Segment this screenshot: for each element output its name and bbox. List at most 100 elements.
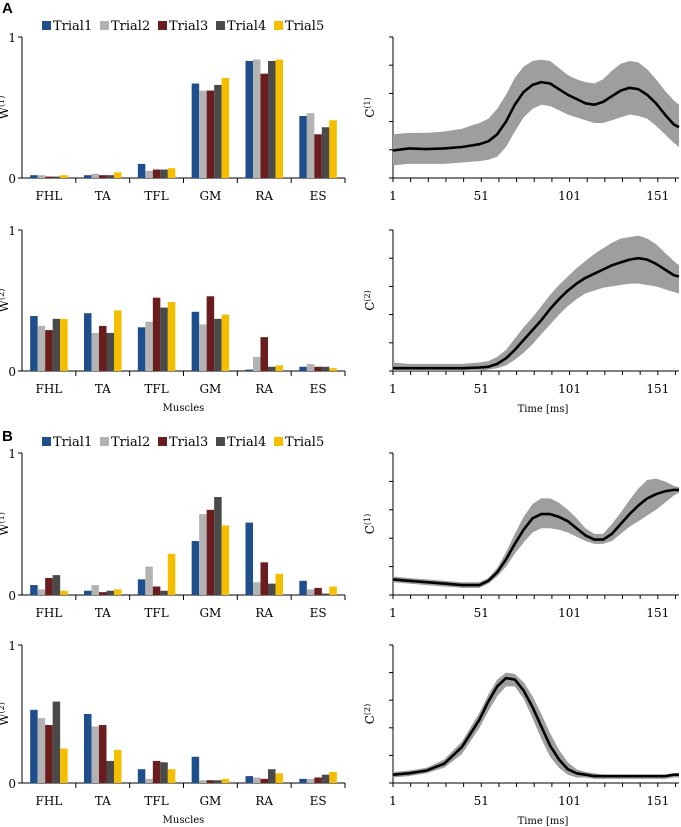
bar-trial4-ra bbox=[268, 583, 276, 595]
x-tick-label-ra: RA bbox=[255, 189, 273, 203]
bar-trial1-es bbox=[299, 778, 307, 783]
bar-trial4-tfl bbox=[160, 169, 168, 178]
bar-trial4-ta bbox=[106, 332, 114, 371]
legend-swatch-trial5 bbox=[274, 21, 283, 30]
y-tick-label-bottom: 0 bbox=[8, 589, 16, 603]
x-tick-label-fhl: FHL bbox=[36, 794, 63, 808]
bar-trial1-ta bbox=[84, 175, 92, 178]
x-tick-label-101: 101 bbox=[558, 794, 581, 808]
bar-trial4-es bbox=[321, 774, 330, 783]
y-tick-label-top: 1 bbox=[8, 224, 16, 238]
bar-trial5-fhl bbox=[60, 175, 68, 178]
x-tick-label-ta: TA bbox=[95, 189, 111, 203]
bar-trial3-ra bbox=[260, 337, 268, 371]
y-axis-label-main: W bbox=[0, 523, 11, 536]
charts-layer: 10W(1)FHLTATFLGMRAESTrial1Trial2Trial3Tr… bbox=[0, 19, 680, 827]
bar-trial5-ra bbox=[275, 59, 283, 179]
x-tick-label-ra: RA bbox=[255, 606, 273, 620]
legend-label-trial1: Trial1 bbox=[53, 19, 92, 34]
legend-swatch-trial1 bbox=[42, 437, 51, 446]
x-tick-label-ra: RA bbox=[255, 382, 273, 396]
bar-trial3-gm bbox=[206, 780, 215, 783]
y-axis-label-sup: (1) bbox=[363, 514, 372, 525]
bar-trial5-es bbox=[329, 771, 337, 783]
x-tick-label-151: 151 bbox=[646, 382, 669, 396]
bar-trial2-ta bbox=[91, 726, 99, 783]
bar-trial1-ta bbox=[84, 590, 92, 595]
bar-trial5-tfl bbox=[167, 168, 176, 178]
y-axis-label-sup: (2) bbox=[363, 290, 372, 301]
bar-trial3-gm bbox=[206, 509, 215, 595]
mean-line bbox=[392, 488, 679, 587]
bar-trial1-gm bbox=[191, 541, 200, 595]
x-tick-label-51: 51 bbox=[474, 606, 489, 620]
legend-swatch-trial4 bbox=[216, 437, 225, 446]
bar-trial3-gm bbox=[206, 90, 215, 178]
bar-trial5-gm bbox=[221, 77, 230, 178]
panel-letter-b: B bbox=[2, 428, 13, 445]
bar-trial2-ra bbox=[253, 59, 261, 179]
x-tick-label-gm: GM bbox=[199, 794, 221, 808]
bar-trial5-ta bbox=[114, 749, 122, 783]
bar-trial4-tfl bbox=[160, 762, 168, 783]
legend-swatch-trial2 bbox=[100, 437, 109, 446]
y-axis-label-sup: (1) bbox=[363, 97, 372, 108]
x-tick-label-1: 1 bbox=[389, 606, 397, 620]
bar-trial1-tfl bbox=[137, 163, 146, 178]
bar-trial5-tfl bbox=[167, 769, 176, 783]
bar-trial4-gm bbox=[214, 84, 222, 178]
y-axis-label-sup: (2) bbox=[0, 702, 6, 713]
x-tick-label-151: 151 bbox=[646, 189, 669, 203]
x-tick-label-fhl: FHL bbox=[36, 606, 63, 620]
bar-trial2-ta bbox=[91, 332, 99, 371]
x-tick-label-ta: TA bbox=[95, 606, 111, 620]
bar-trial3-es bbox=[314, 777, 322, 783]
bar-trial2-tfl bbox=[145, 566, 153, 595]
bar-trial1-fhl bbox=[30, 175, 38, 178]
bar-trial1-fhl bbox=[30, 709, 38, 783]
legend-label-trial2: Trial2 bbox=[111, 19, 150, 34]
bar-trial4-fhl bbox=[52, 318, 61, 371]
bar-trial5-gm bbox=[221, 525, 230, 595]
bar-trial1-ra bbox=[245, 776, 253, 783]
x-tick-label-gm: GM bbox=[199, 606, 221, 620]
bar-trial2-ra bbox=[253, 356, 261, 371]
bar-trial2-ra bbox=[253, 777, 261, 783]
bar-trial2-ta bbox=[91, 585, 99, 595]
variability-band bbox=[393, 478, 679, 588]
bar-trial3-tfl bbox=[152, 586, 161, 595]
bar-trial5-fhl bbox=[60, 318, 68, 371]
bar-trial5-ra bbox=[275, 773, 283, 783]
bar-trial4-es bbox=[321, 366, 330, 371]
x-axis-title: Muscles bbox=[163, 815, 205, 826]
legend-swatch-trial5 bbox=[274, 437, 283, 446]
x-tick-label-ta: TA bbox=[95, 794, 111, 808]
mean-line bbox=[392, 80, 680, 152]
legend-label-trial3: Trial3 bbox=[169, 19, 208, 34]
bar-trial2-gm bbox=[199, 324, 207, 371]
bar-trial1-ra bbox=[245, 522, 253, 595]
x-tick-label-51: 51 bbox=[474, 189, 489, 203]
y-axis-label-main: W bbox=[0, 299, 11, 312]
bar-trial1-fhl bbox=[30, 316, 38, 371]
bar-trial4-ra bbox=[268, 769, 276, 783]
bar-trial5-gm bbox=[221, 314, 230, 371]
bar-trial4-gm bbox=[214, 497, 222, 595]
bar-trial2-tfl bbox=[145, 321, 153, 371]
bar-trial3-es bbox=[314, 587, 322, 595]
legend-swatch-trial3 bbox=[158, 437, 167, 446]
bar-trial3-tfl bbox=[152, 169, 161, 178]
y-axis-label-main: W bbox=[0, 713, 11, 726]
legend-swatch-trial3 bbox=[158, 21, 167, 30]
bar-trial1-tfl bbox=[137, 579, 146, 595]
legend-swatch-trial4 bbox=[216, 21, 225, 30]
mean-line bbox=[392, 676, 679, 778]
bar-trial3-es bbox=[314, 134, 322, 178]
y-axis-label-sup: (2) bbox=[0, 289, 6, 300]
y-axis-label: C(2) bbox=[363, 704, 377, 725]
bar-trial5-es bbox=[329, 586, 337, 595]
bar-trial1-ta bbox=[84, 313, 92, 371]
bar-trial5-ra bbox=[275, 365, 283, 371]
legend-swatch-trial2 bbox=[100, 21, 109, 30]
